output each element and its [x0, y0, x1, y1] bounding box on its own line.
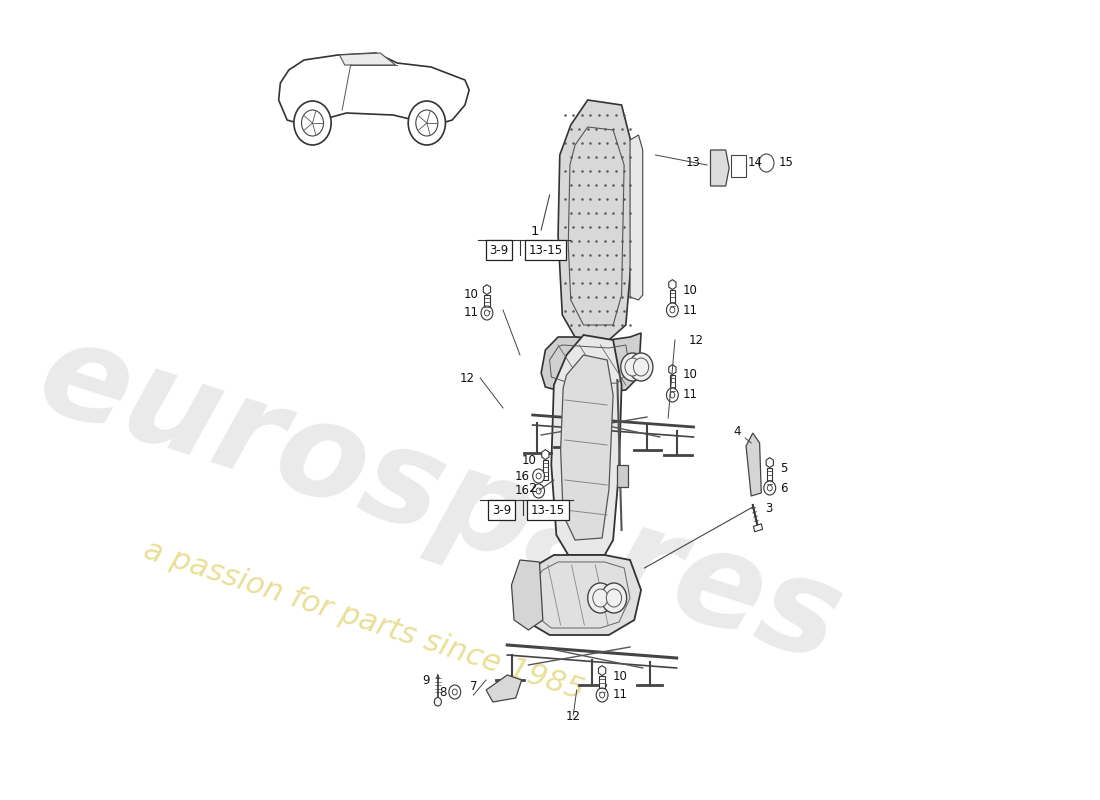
- Circle shape: [587, 583, 613, 613]
- Circle shape: [294, 101, 331, 145]
- Text: 3: 3: [764, 502, 772, 514]
- Polygon shape: [711, 150, 729, 186]
- Text: 3-9: 3-9: [490, 243, 508, 257]
- Circle shape: [449, 685, 461, 699]
- Text: 3-9: 3-9: [492, 503, 512, 517]
- Bar: [730, 155, 746, 177]
- Circle shape: [768, 485, 772, 491]
- Polygon shape: [541, 333, 641, 395]
- Circle shape: [602, 583, 627, 613]
- Text: a passion for parts since 1985: a passion for parts since 1985: [140, 535, 587, 705]
- Bar: [670, 290, 675, 310]
- Text: 16: 16: [515, 485, 530, 498]
- Circle shape: [532, 484, 544, 498]
- Polygon shape: [669, 280, 676, 290]
- Circle shape: [452, 689, 458, 695]
- Text: 12: 12: [689, 334, 704, 346]
- Text: 5: 5: [780, 462, 788, 474]
- Text: 13-15: 13-15: [531, 503, 565, 517]
- Bar: [600, 676, 605, 696]
- Text: 6: 6: [780, 482, 788, 494]
- Bar: [767, 468, 772, 488]
- Text: 11: 11: [682, 389, 697, 402]
- Circle shape: [629, 353, 653, 381]
- Text: 14: 14: [748, 157, 762, 170]
- Circle shape: [634, 358, 649, 376]
- Polygon shape: [551, 335, 622, 555]
- Polygon shape: [746, 433, 761, 496]
- Circle shape: [536, 488, 541, 494]
- Text: 12: 12: [460, 371, 475, 385]
- Circle shape: [667, 303, 679, 317]
- Text: 4: 4: [734, 425, 741, 438]
- Circle shape: [600, 692, 605, 698]
- Text: 10: 10: [613, 670, 627, 682]
- Circle shape: [536, 473, 541, 479]
- Polygon shape: [561, 355, 613, 540]
- Circle shape: [593, 589, 608, 607]
- Polygon shape: [525, 555, 641, 635]
- Polygon shape: [766, 458, 773, 467]
- Text: 13: 13: [685, 157, 701, 170]
- Text: 10: 10: [463, 289, 478, 302]
- Circle shape: [759, 154, 774, 172]
- Circle shape: [434, 698, 441, 706]
- Circle shape: [606, 589, 621, 607]
- Text: 11: 11: [463, 306, 478, 319]
- Circle shape: [481, 306, 493, 320]
- Circle shape: [625, 358, 640, 376]
- Polygon shape: [754, 524, 762, 532]
- Text: 10: 10: [682, 283, 697, 297]
- Text: 15: 15: [778, 157, 793, 170]
- Text: 10: 10: [682, 369, 697, 382]
- Text: 10: 10: [522, 454, 537, 466]
- Text: 7: 7: [470, 680, 477, 693]
- Bar: [670, 375, 675, 395]
- Bar: [484, 295, 490, 314]
- Polygon shape: [483, 285, 491, 294]
- Circle shape: [416, 110, 438, 136]
- Text: 16: 16: [515, 470, 530, 482]
- Polygon shape: [486, 675, 521, 702]
- Circle shape: [532, 469, 544, 483]
- Text: 8: 8: [439, 686, 447, 698]
- Polygon shape: [278, 53, 470, 125]
- Text: 2: 2: [529, 482, 538, 495]
- Circle shape: [484, 310, 490, 316]
- Circle shape: [596, 688, 608, 702]
- Text: 13-15: 13-15: [528, 243, 562, 257]
- Bar: [617, 465, 627, 487]
- Circle shape: [667, 388, 679, 402]
- Circle shape: [408, 101, 446, 145]
- Polygon shape: [558, 100, 635, 340]
- Circle shape: [670, 392, 675, 398]
- Text: 9: 9: [422, 674, 429, 686]
- Polygon shape: [512, 560, 542, 630]
- Polygon shape: [598, 666, 606, 675]
- Circle shape: [763, 481, 776, 495]
- Circle shape: [620, 353, 645, 381]
- Bar: [542, 460, 548, 480]
- Text: 11: 11: [682, 303, 697, 317]
- Circle shape: [301, 110, 323, 136]
- Circle shape: [670, 307, 675, 313]
- Text: 12: 12: [565, 710, 581, 723]
- Text: 11: 11: [613, 689, 627, 702]
- Polygon shape: [669, 365, 676, 374]
- Text: eurospares: eurospares: [23, 310, 856, 690]
- Polygon shape: [630, 135, 642, 300]
- Text: 1: 1: [531, 225, 539, 238]
- Polygon shape: [541, 450, 549, 459]
- Polygon shape: [340, 53, 396, 65]
